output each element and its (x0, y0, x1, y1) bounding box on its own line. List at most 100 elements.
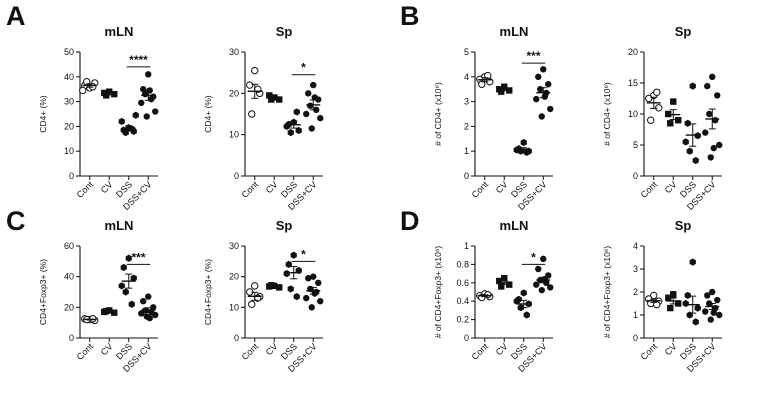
plot-d-mln-ylabel: # of CD4+Foxp3+ (x10⁶) (433, 246, 443, 338)
plot-a-mln-point-2-6 (132, 111, 139, 119)
plot-c-mln-sig-label-0: *** (131, 250, 145, 264)
plot-a-sp-point-2-2 (295, 126, 302, 135)
plot-a-sp-point-3-1 (305, 90, 312, 97)
plot-c-mln-point-2-5 (118, 282, 125, 290)
plot-a-mln-ytick-label-2: 20 (64, 121, 74, 131)
plot-d-sp-xtick-label-0: Cont (639, 341, 660, 362)
plot-a-mln-sig-label-0: **** (129, 53, 148, 67)
plot-d-mln-point-3-5 (533, 281, 540, 288)
plot-d-mln-point-2-0 (520, 289, 527, 297)
plot-a-mln-ytick-label-4: 40 (64, 72, 74, 82)
panel-letter-d: D (400, 206, 420, 236)
plot-b-mln-point-1-2 (506, 87, 513, 94)
plot-d-sp-point-1-2 (675, 300, 682, 307)
plot-c-mln-point-3-1 (140, 298, 147, 305)
plot-a-sp-point-0-0 (251, 66, 259, 75)
plot-b-mln-ytick-label-2: 2 (464, 121, 469, 131)
plot-b-mln-point-3-2 (545, 81, 552, 88)
plot-b-sp-ylabel: # of CD4+ (x10⁶) (602, 82, 612, 146)
panel-letter-c: C (6, 206, 26, 236)
plot-b-sp-point-3-0 (709, 73, 716, 81)
plot-c-sp-point-3-2 (315, 279, 322, 286)
plot-d-sp-xtick-label-1: CV (663, 341, 679, 357)
plot-b-sp-point-3-2 (714, 92, 721, 99)
plot-c-mln-point-2-0 (125, 254, 132, 262)
plot-b-mln-title: mLN (500, 24, 529, 39)
plot-b-sp-point-1-3 (667, 120, 674, 127)
plot-a-mln-point-3-0 (145, 71, 152, 78)
plot-b-mln-ytick-label-3: 3 (464, 97, 469, 107)
plot-b-sp-point-2-3 (686, 147, 693, 155)
plot-d-mln-xtick-label-0: Cont (470, 341, 491, 362)
plot-d-sp-ytick-label-4: 4 (633, 241, 638, 251)
plot-d-sp-point-2-1 (684, 291, 691, 300)
plot-d-sp-ytick-label-3: 3 (633, 264, 638, 274)
plot-a-sp-point-1-2 (276, 96, 283, 103)
plot-a-sp-ytick-label-3: 30 (229, 47, 239, 57)
plot-a-mln-point-3-6 (152, 108, 159, 115)
plot-b-mln-point-1-3 (498, 88, 505, 95)
plot-a-sp-point-1-3 (268, 96, 275, 103)
plot-a-mln-ytick-label-5: 50 (64, 47, 74, 57)
plot-d-mln-ytick-label-1: 0.2 (456, 315, 469, 325)
plot-c-mln-ytick-label-3: 60 (64, 241, 74, 251)
plot-b-sp-point-1-0 (670, 98, 677, 105)
plot-a-sp-point-3-0 (310, 81, 317, 89)
plot-b-mln-point-0-4 (484, 71, 492, 80)
plot-c-sp-sig-label-0: * (301, 247, 306, 261)
plot-d-sp-point-2-5 (682, 299, 689, 308)
plot-c-mln-point-3-5 (138, 310, 145, 317)
plot-b-sp-point-3-7 (707, 154, 714, 161)
plot-c-sp-point-0-3 (248, 300, 256, 308)
plot-b-mln-point-3-6 (547, 105, 554, 113)
plot-d-mln-point-3-6 (547, 284, 554, 291)
plot-d-mln-point-1-0 (501, 275, 508, 282)
plot-b-mln-point-3-0 (540, 66, 547, 73)
plot-d-sp-point-2-3 (686, 311, 693, 319)
plot-c-sp-ytick-label-2: 20 (229, 272, 239, 282)
plot-b-mln-ytick-label-0: 0 (464, 171, 469, 181)
plot-d-sp-point-2-0 (689, 258, 696, 266)
plot-b-sp-ytick-label-1: 5 (633, 140, 638, 150)
plot-b-sp-point-2-5 (682, 138, 689, 146)
plot-a-mln-point-1-0 (106, 88, 113, 95)
plot-a-sp-point-3-8 (311, 94, 318, 101)
plot-c-sp-point-2-3 (287, 285, 294, 293)
plot-b-sp-point-2-4 (692, 156, 699, 165)
plot-b-mln-point-3-3 (537, 86, 544, 93)
plot-a-sp-point-3-5 (303, 110, 310, 118)
plot-c-sp-ytick-label-1: 10 (229, 302, 239, 312)
plot-d-sp-title: Sp (675, 218, 692, 233)
plot-a-sp-point-3-7 (308, 125, 315, 132)
plot-a-mln-point-2-5 (118, 117, 125, 126)
plot-b-sp-ytick-label-4: 20 (628, 47, 638, 57)
plot-d-mln-point-2-4 (523, 311, 530, 319)
plot-d-sp-point-2-2 (694, 304, 701, 312)
plot-b-sp-point-0-4 (653, 88, 661, 97)
plot-d-sp-point-1-1 (665, 294, 672, 301)
plot-a-mln-ylabel: CD4+ (%) (38, 95, 48, 133)
plot-d-mln-ytick-label-5: 1 (464, 241, 469, 251)
plot-b-mln-sig-label-0: *** (526, 49, 540, 63)
plot-c-mln-point-2-4 (128, 300, 135, 308)
plot-a-sp-ytick-label-0: 0 (234, 171, 239, 181)
plot-d-sp-point-3-5 (702, 308, 709, 315)
plot-d-mln-point-1-2 (506, 281, 513, 288)
plot-d-sp-point-3-8 (710, 309, 717, 316)
plot-a-sp-point-3-3 (307, 102, 314, 109)
plot-d-mln-ytick-label-4: 0.8 (456, 259, 469, 269)
plot-d-sp-point-3-7 (707, 316, 714, 323)
plot-a-mln-point-3-4 (148, 95, 155, 103)
plot-c-mln-point-3-0 (145, 293, 152, 300)
plot-d-mln-point-1-3 (498, 283, 505, 290)
plot-a-sp-xtick-label-0: Cont (240, 179, 261, 200)
plot-c-mln-xtick-label-0: Cont (75, 341, 96, 362)
plot-c-mln-point-2-2 (130, 274, 137, 282)
plot-b-mln-point-3-1 (535, 73, 542, 81)
plot-a-sp-point-3-6 (317, 114, 324, 122)
plot-c-sp-point-3-5 (303, 294, 310, 302)
plot-c-sp-title: Sp (276, 218, 293, 233)
plot-d-mln-ytick-label-3: 0.6 (456, 278, 469, 288)
plot-c-mln-ytick-label-2: 40 (64, 272, 74, 282)
